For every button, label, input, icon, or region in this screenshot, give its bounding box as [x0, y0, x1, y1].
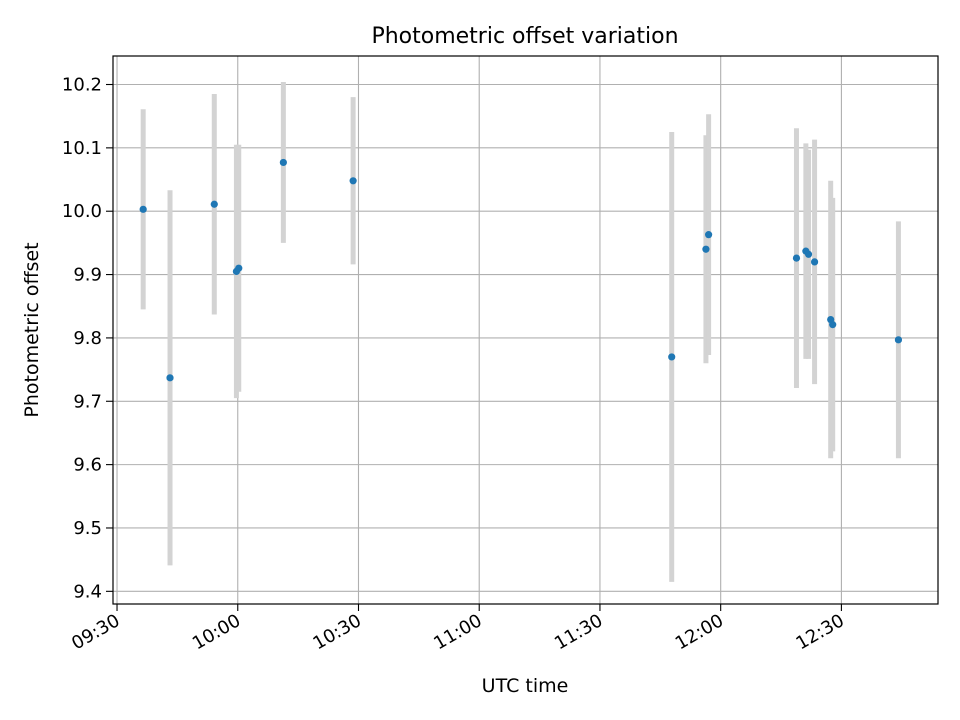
data-point — [705, 231, 713, 239]
y-tick-label: 9.4 — [73, 581, 102, 602]
x-tick-label: 12:30 — [792, 610, 847, 654]
data-point — [829, 321, 837, 329]
grid — [113, 56, 938, 604]
data-point — [166, 374, 174, 382]
data-point — [349, 177, 357, 185]
x-tick-label: 11:00 — [430, 610, 485, 654]
data-point — [279, 158, 287, 167]
data-point — [210, 200, 218, 208]
data-points — [139, 158, 903, 382]
data-point — [702, 245, 710, 253]
y-tick-label: 9.5 — [73, 518, 102, 539]
x-axis-ticks: 09:30 10:00 10:30 11:00 11:30 12:00 12:30 — [68, 604, 848, 654]
y-tick-label: 9.7 — [73, 391, 102, 412]
data-point — [804, 250, 813, 258]
x-tick-label: 10:00 — [189, 610, 244, 654]
x-axis-label: UTC time — [482, 675, 569, 697]
x-tick-label: 10:30 — [310, 610, 365, 654]
y-tick-label: 9.6 — [73, 455, 102, 476]
error-bars — [140, 81, 901, 582]
y-tick-label: 10.2 — [62, 75, 102, 96]
y-tick-label: 9.9 — [73, 265, 102, 286]
y-tick-label: 10.0 — [62, 201, 102, 222]
x-tick-label: 09:30 — [68, 610, 123, 654]
data-point — [894, 336, 903, 344]
data-point — [668, 353, 676, 361]
chart-title: Photometric offset variation — [371, 24, 678, 49]
y-axis-ticks: 9.4 9.5 9.6 9.7 9.8 9.9 10.0 10.1 10.2 — [62, 75, 113, 602]
data-point — [235, 264, 243, 272]
data-point — [139, 205, 147, 213]
y-tick-label: 10.1 — [62, 138, 102, 159]
plot-frame — [112, 55, 939, 605]
data-point — [792, 254, 801, 262]
y-axis-label: Photometric offset — [21, 242, 43, 417]
data-point — [810, 258, 819, 266]
x-tick-label: 12:00 — [672, 610, 727, 654]
y-tick-label: 9.8 — [73, 328, 102, 349]
x-tick-label: 11:30 — [551, 610, 606, 654]
